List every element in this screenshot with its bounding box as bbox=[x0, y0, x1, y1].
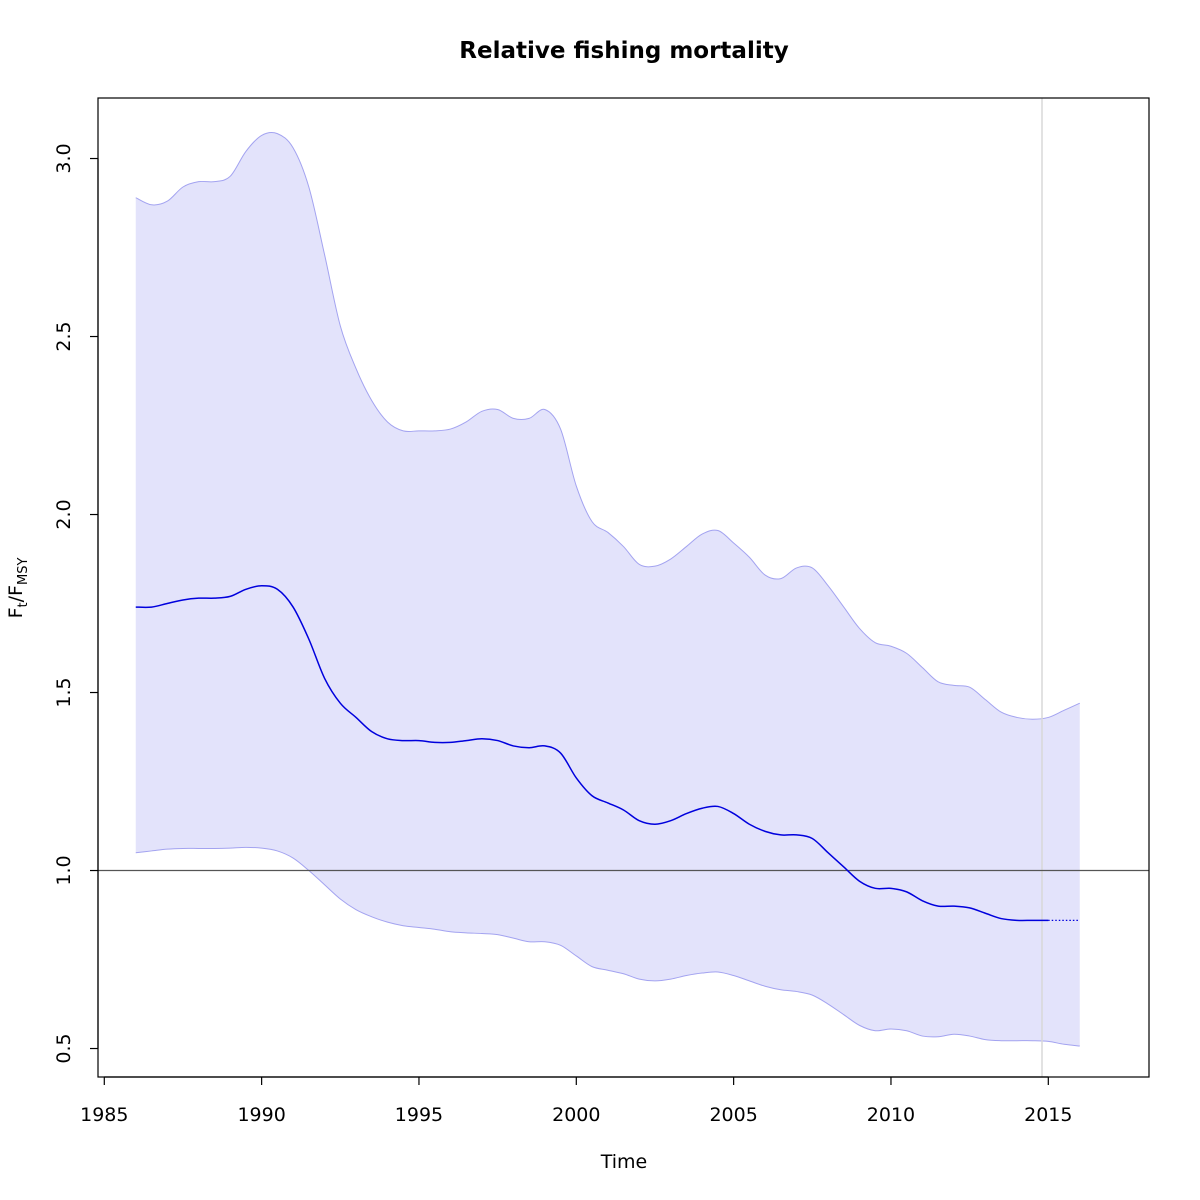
x-tick-label: 2005 bbox=[709, 1104, 757, 1126]
y-label-sub2: MSY bbox=[16, 558, 31, 585]
y-tick-label: 1.0 bbox=[53, 855, 75, 885]
chart-title: Relative fishing mortality bbox=[459, 38, 788, 64]
estimate-line bbox=[135, 584, 1049, 922]
y-tick-label: 0.5 bbox=[53, 1033, 75, 1063]
plot-area bbox=[98, 98, 1149, 1077]
confidence-band bbox=[135, 132, 1080, 1047]
x-axis-label: Time bbox=[600, 1151, 648, 1173]
y-axis-label: Ft/FMSY bbox=[5, 558, 31, 619]
y-label-sub1: t bbox=[16, 602, 31, 607]
x-tick-label: 1990 bbox=[237, 1104, 285, 1126]
x-tick-label: 1995 bbox=[395, 1104, 443, 1126]
x-axis: 1985 1990 1995 2000 2005 2010 2015 bbox=[80, 1076, 1072, 1126]
y-tick-label: 2.0 bbox=[53, 499, 75, 529]
lower-ci-line bbox=[135, 846, 1080, 1047]
y-label-slash: /F bbox=[5, 585, 27, 602]
y-tick-label: 1.5 bbox=[53, 677, 75, 707]
upper-ci-line bbox=[135, 131, 1080, 720]
x-tick-label: 1985 bbox=[80, 1104, 128, 1126]
y-tick-label: 3.0 bbox=[53, 143, 75, 173]
y-tick-label: 2.5 bbox=[53, 321, 75, 351]
x-tick-label: 2000 bbox=[552, 1104, 600, 1126]
x-tick-label: 2010 bbox=[867, 1104, 915, 1126]
y-axis: 0.5 1.0 1.5 2.0 2.5 3.0 bbox=[53, 143, 99, 1064]
y-label-main: F bbox=[5, 607, 27, 618]
x-tick-label: 2015 bbox=[1024, 1104, 1072, 1126]
